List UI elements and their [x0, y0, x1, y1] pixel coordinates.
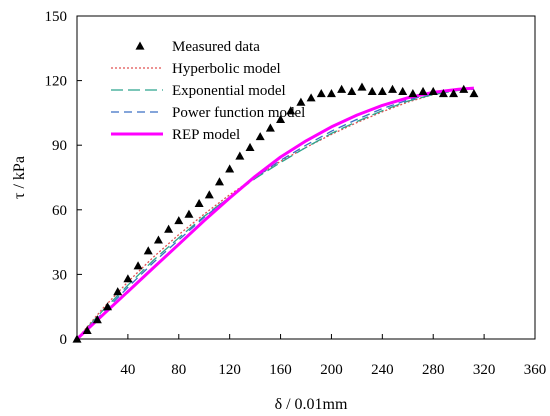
data-point: [113, 287, 123, 296]
legend-label: Hyperbolic model: [172, 61, 281, 77]
data-point: [194, 198, 204, 207]
data-point: [92, 315, 102, 324]
legend-item: Exponential model: [111, 83, 286, 99]
x-tick-label: 80: [171, 362, 186, 378]
x-tick-label: 160: [269, 362, 292, 378]
data-point: [428, 86, 438, 95]
data-point: [316, 89, 326, 98]
series-line-hyperbolic-model: [76, 87, 474, 340]
x-tick-label: 360: [524, 362, 547, 378]
data-point: [153, 235, 163, 244]
legend-label: Power function model: [172, 105, 305, 121]
legend-item: Measured data: [135, 39, 260, 55]
data-point: [214, 177, 224, 186]
data-point: [235, 151, 245, 160]
legend-label: REP model: [172, 127, 240, 143]
data-point: [204, 190, 214, 199]
legend-marker: [135, 41, 145, 50]
data-point: [82, 325, 92, 334]
data-point: [418, 86, 428, 95]
data-point: [255, 132, 265, 141]
legend-item: REP model: [111, 127, 240, 143]
x-tick-label: 200: [320, 362, 343, 378]
data-point: [306, 93, 316, 102]
data-point: [143, 246, 153, 255]
data-point: [296, 97, 306, 106]
data-point: [265, 123, 275, 132]
x-tick-label: 120: [218, 362, 241, 378]
legend-item: Hyperbolic model: [111, 61, 281, 77]
data-point: [347, 86, 357, 95]
data-point: [326, 89, 336, 98]
series-line-rep-model: [75, 86, 475, 341]
data-point: [408, 89, 418, 98]
data-point: [225, 164, 235, 173]
y-tick-label: 150: [45, 9, 68, 25]
data-point: [449, 89, 459, 98]
data-point: [398, 86, 408, 95]
data-point: [459, 84, 469, 93]
legend-item: Power function model: [111, 105, 305, 121]
series-line-power-function-model: [76, 87, 474, 340]
data-point: [377, 86, 387, 95]
y-tick-label: 0: [60, 332, 68, 348]
data-point: [164, 224, 174, 233]
data-point: [388, 84, 398, 93]
series-layer: [72, 82, 479, 343]
x-tick-label: 40: [120, 362, 135, 378]
axes: 40 80 120 160 200 240 280 320 360 0 30 60 90 120 150: [45, 9, 547, 378]
x-axis-title: δ / 0.01mm: [275, 396, 348, 413]
legend: Measured data Hyperbolic model Exponential…: [111, 39, 305, 143]
legend-label: Measured data: [172, 39, 260, 55]
data-point: [184, 209, 194, 218]
legend-label: Exponential model: [172, 83, 286, 99]
plot-border: [76, 15, 536, 340]
y-tick-label: 60: [52, 203, 67, 219]
x-tick-label: 240: [371, 362, 394, 378]
data-point: [245, 142, 255, 151]
data-point: [286, 106, 296, 115]
data-point: [133, 261, 143, 270]
data-point: [123, 274, 133, 283]
plot-area: [76, 15, 536, 340]
x-tick-label: 320: [473, 362, 496, 378]
y-tick-label: 30: [52, 267, 67, 283]
data-point: [174, 216, 184, 225]
data-point: [276, 114, 286, 123]
data-point: [367, 86, 377, 95]
data-point: [103, 302, 113, 311]
series-line-exponential-model: [76, 88, 474, 340]
y-tick-label: 90: [52, 138, 67, 154]
data-point: [337, 84, 347, 93]
data-point: [357, 82, 367, 91]
y-axis-title: τ / kPa: [11, 156, 28, 199]
y-tick-label: 120: [45, 74, 68, 90]
data-point: [469, 89, 479, 98]
x-tick-label: 280: [422, 362, 445, 378]
data-point: [438, 89, 448, 98]
data-point: [72, 334, 82, 343]
